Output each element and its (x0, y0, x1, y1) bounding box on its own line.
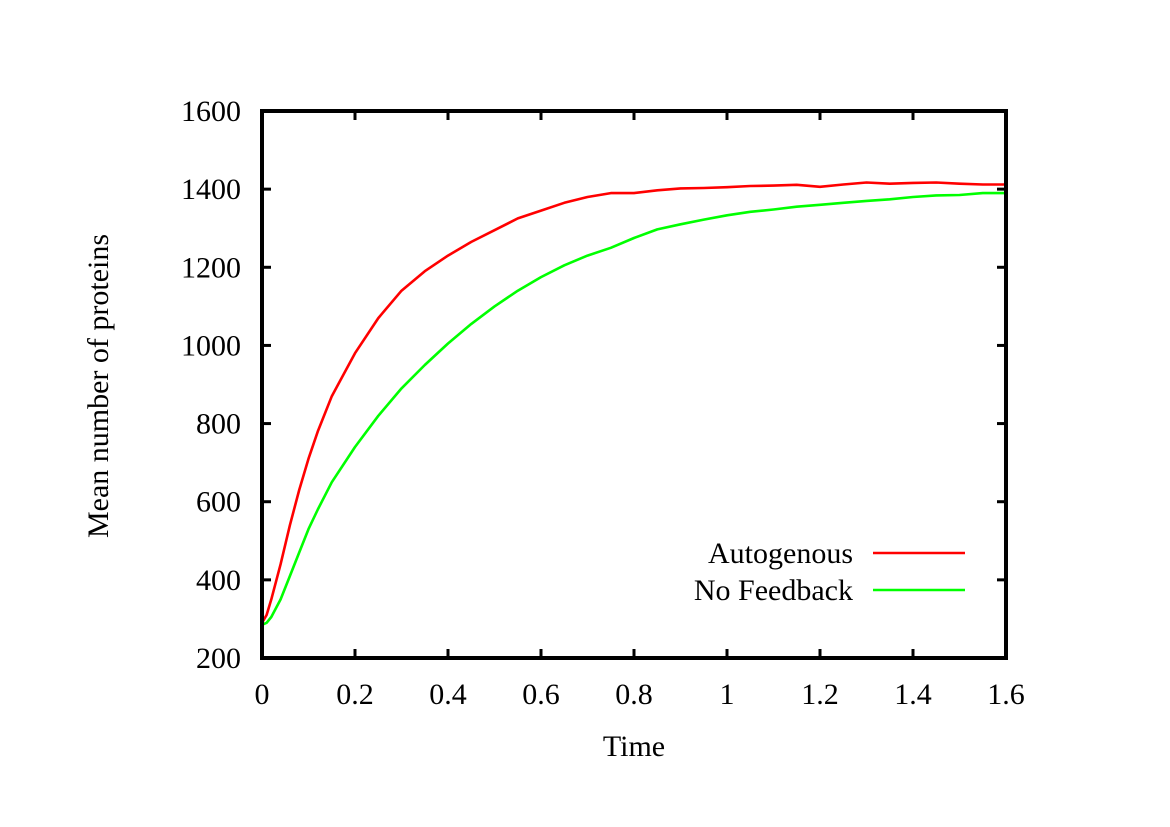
y-tick-label: 800 (196, 408, 241, 441)
y-tick-label: 400 (196, 564, 241, 597)
x-axis-ticks: 0 0.2 0.4 0.6 0.8 1 1.2 1.4 1.6 (255, 111, 1025, 711)
series-line-0 (262, 181, 1006, 624)
y-tick-label: 1000 (181, 329, 241, 362)
y-tick-label: 200 (196, 642, 241, 675)
x-tick-label: 0.4 (429, 678, 467, 711)
x-axis-title: Time (603, 730, 665, 763)
y-axis-title: Mean number of proteins (82, 234, 115, 538)
x-tick-label: 1 (720, 678, 735, 711)
y-tick-label: 1400 (181, 173, 241, 206)
legend: Autogenous No Feedback (694, 537, 965, 607)
x-tick-label: 0 (255, 678, 270, 711)
legend-label: Autogenous (708, 537, 853, 570)
series-line-1 (262, 191, 1006, 626)
y-tick-label: 1200 (181, 251, 241, 284)
y-tick-label: 600 (196, 486, 241, 519)
x-tick-label: 1.2 (801, 678, 839, 711)
x-tick-label: 0.2 (336, 678, 374, 711)
y-axis-ticks: 200 400 600 800 1000 1200 1400 1600 (181, 95, 1006, 675)
x-tick-label: 0.6 (522, 678, 560, 711)
x-tick-label: 1.4 (894, 678, 932, 711)
legend-label: No Feedback (694, 574, 853, 607)
x-tick-label: 1.6 (987, 678, 1025, 711)
plot-area (260, 109, 1008, 660)
y-tick-label: 1600 (181, 95, 241, 128)
x-tick-label: 0.8 (615, 678, 653, 711)
